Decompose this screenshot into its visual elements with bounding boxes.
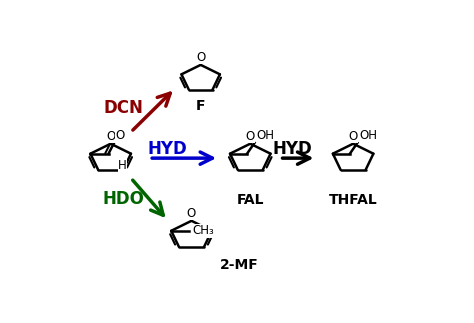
Text: O: O bbox=[187, 207, 196, 220]
Text: O: O bbox=[348, 130, 358, 143]
Text: O: O bbox=[246, 130, 255, 143]
Text: HYD: HYD bbox=[148, 141, 188, 159]
Text: CH₃: CH₃ bbox=[192, 224, 214, 237]
Text: H: H bbox=[118, 159, 127, 172]
Text: HDO: HDO bbox=[102, 190, 145, 208]
Text: 2-MF: 2-MF bbox=[220, 258, 259, 272]
Text: O: O bbox=[115, 129, 125, 142]
Text: DCN: DCN bbox=[104, 99, 144, 117]
Text: OH: OH bbox=[359, 129, 377, 141]
Text: HYD: HYD bbox=[273, 141, 312, 159]
Text: OH: OH bbox=[256, 129, 274, 141]
Text: O: O bbox=[106, 130, 115, 143]
Text: THFAL: THFAL bbox=[329, 193, 377, 207]
Text: O: O bbox=[196, 51, 205, 64]
Text: FAL: FAL bbox=[237, 193, 264, 207]
Text: F: F bbox=[196, 99, 205, 113]
